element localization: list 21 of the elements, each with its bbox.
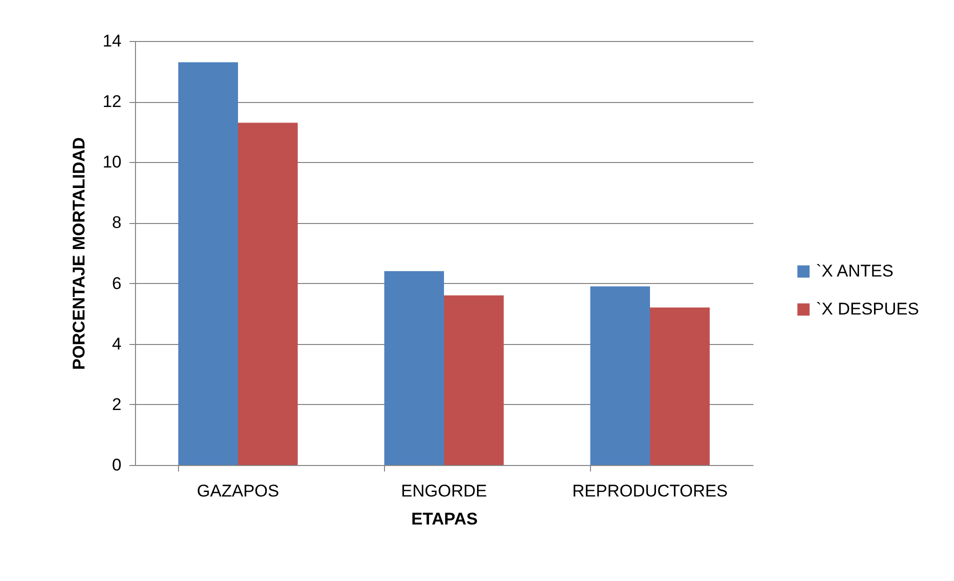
bar (384, 271, 444, 465)
legend-label: `X DESPUES (816, 300, 919, 318)
x-tick-label: ENGORDE (401, 482, 487, 500)
bar (444, 295, 504, 465)
y-tick-label: 14 (102, 32, 122, 50)
legend-label: `X ANTES (816, 262, 894, 280)
bar (590, 286, 650, 465)
bar (178, 62, 238, 465)
x-tick-label: GAZAPOS (196, 482, 280, 500)
y-tick-label: 8 (112, 213, 122, 232)
y-tick-label: 12 (102, 92, 122, 112)
x-axis-title: ETAPAS (411, 510, 478, 528)
y-tick-label: 10 (102, 152, 122, 172)
bar (650, 308, 710, 465)
x-tick-label: REPRODUCTORES (572, 482, 728, 500)
y-tick-label: 6 (112, 274, 122, 293)
bar (238, 122, 298, 465)
y-axis-title: PORCENTAJE MORTALIDAD (70, 137, 89, 370)
y-tick-label: 0 (112, 456, 122, 474)
y-tick-label: 4 (112, 334, 122, 354)
y-tick-label: 2 (112, 394, 122, 414)
